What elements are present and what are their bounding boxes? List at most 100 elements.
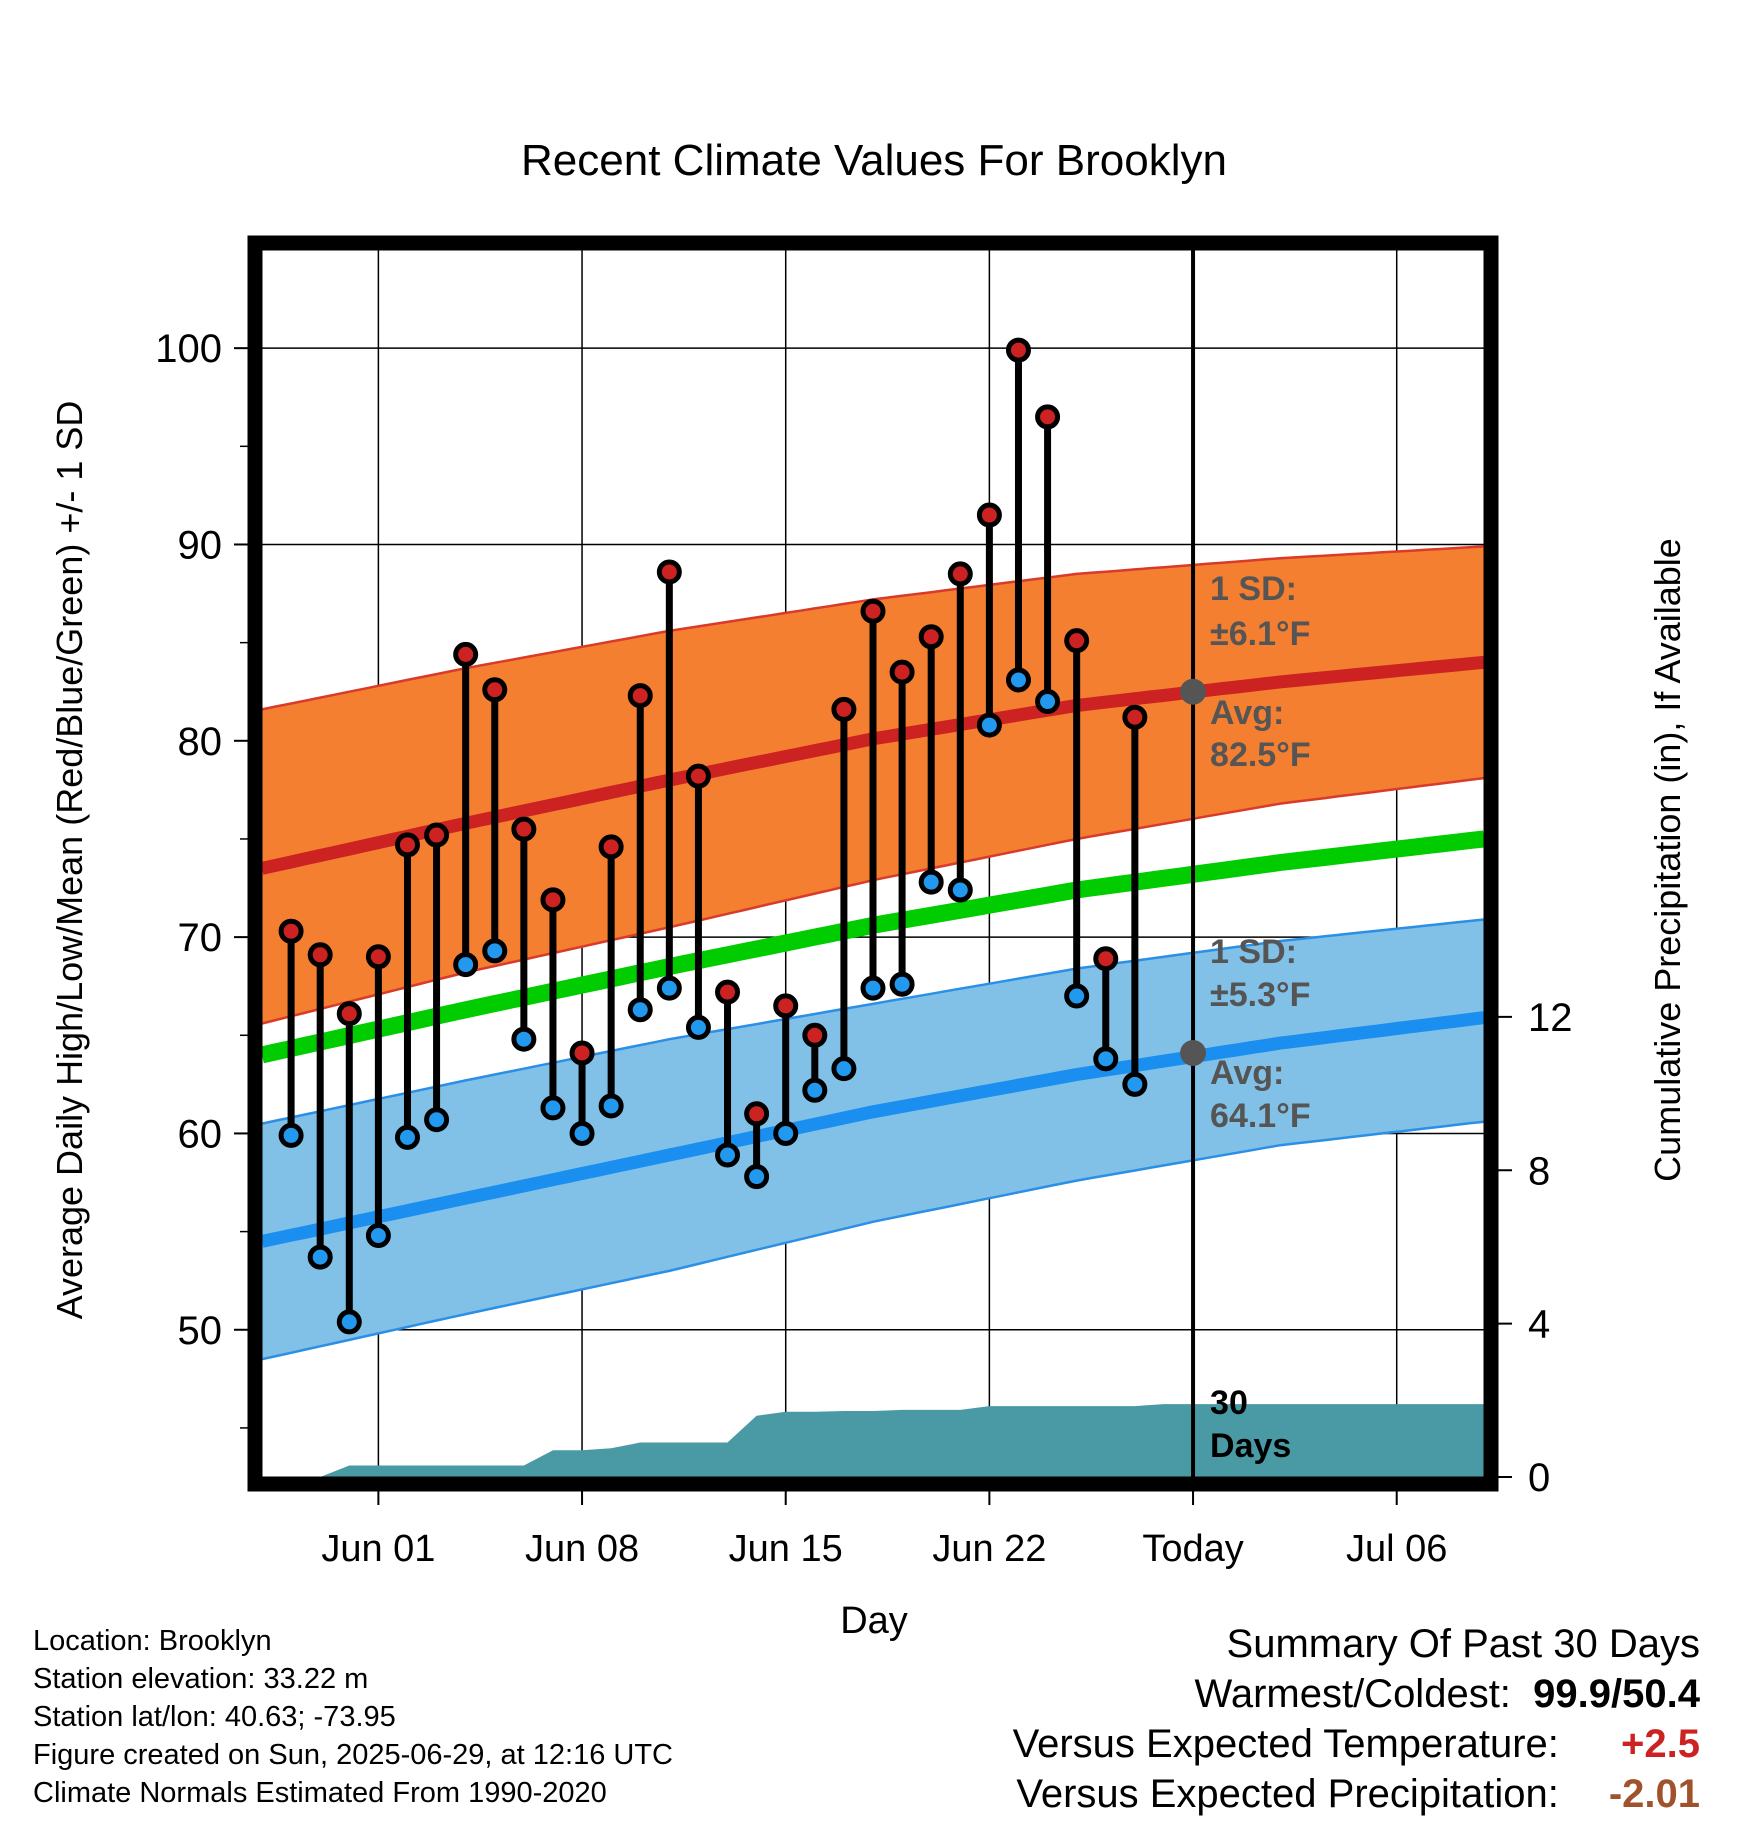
daily-high-point: [627, 683, 653, 709]
daily-low-point: [540, 1095, 566, 1121]
precip-value: -2.01: [1608, 1772, 1700, 1816]
low-sd-upper-line: [261, 918, 1485, 1125]
daily-high-point: [569, 1040, 595, 1066]
daily-low-point: [453, 952, 479, 978]
daily-low-point: [656, 975, 682, 1001]
daily-high-point: [947, 561, 973, 587]
daily-low-point: [336, 1309, 362, 1335]
high-average-annotation: Avg:: [1210, 694, 1284, 732]
daily-high-point: [918, 624, 944, 650]
daily-high-point: [976, 502, 1002, 528]
precipitation-area: [291, 1404, 1485, 1477]
low-sd-value-annotation: ±5.3°F: [1210, 976, 1310, 1014]
low-sd-annotation: 1 SD:: [1210, 933, 1297, 971]
today-low-average-marker: [1180, 1039, 1207, 1066]
daily-low-point: [715, 1142, 741, 1168]
daily-low-point: [1093, 1046, 1119, 1072]
daily-high-point: [685, 763, 711, 789]
daily-low-point: [744, 1164, 770, 1190]
created-text: Figure created on Sun, 2025-06-29, at 12…: [33, 1739, 673, 1771]
daily-low-point: [1005, 667, 1031, 693]
elevation-text: Station elevation: 33.22 m: [33, 1663, 369, 1695]
plot-area: 1 SD: ±6.1°F Avg: 82.5°F 1 SD: ±5.3°F Avg: 64.1…: [155, 235, 1573, 1570]
x-tick-label: Jun 22: [932, 1528, 1046, 1570]
low-average-annotation: Avg:: [1210, 1054, 1284, 1092]
daily-low-point: [307, 1244, 333, 1270]
station-info: Location: Brooklyn Station elevation: 33…: [33, 1622, 673, 1812]
x-tick-label: Jun 01: [321, 1528, 435, 1570]
daily-high-point: [860, 598, 886, 624]
y-tick-label: 70: [178, 916, 223, 960]
daily-low-point: [773, 1120, 799, 1146]
today-high-average-marker: [1180, 678, 1207, 705]
daily-low-point: [976, 712, 1002, 738]
right-y-tick-label: 4: [1528, 1303, 1550, 1347]
daily-high-point: [365, 944, 391, 970]
daily-low-point: [569, 1120, 595, 1146]
daily-high-point: [453, 641, 479, 667]
daily-high-point: [278, 918, 304, 944]
low-average-value-annotation: 64.1°F: [1210, 1097, 1311, 1135]
daily-low-point: [511, 1026, 537, 1052]
daily-low-point: [685, 1014, 711, 1040]
daily-high-point: [336, 1001, 362, 1027]
daily-high-point: [1093, 946, 1119, 972]
daily-low-point: [802, 1077, 828, 1103]
high-sd-annotation: 1 SD:: [1210, 570, 1297, 608]
summary-warm-cold: Warmest/Coldest: 99.9/50.4: [1195, 1672, 1700, 1717]
y-axis-label-right: Cumulative Precipitation (in), If Availa…: [1647, 538, 1688, 1182]
normals-text: Climate Normals Estimated From 1990-2020: [33, 1777, 607, 1809]
daily-high-point: [511, 816, 537, 842]
y-tick-label: 60: [178, 1112, 223, 1156]
daily-high-point: [394, 832, 420, 858]
daily-low-point: [1035, 689, 1061, 715]
daily-high-point: [1064, 628, 1090, 654]
warm-cold-separator: /: [1611, 1672, 1623, 1716]
daily-low-point: [947, 877, 973, 903]
summary-title: Summary Of Past 30 Days: [1226, 1622, 1700, 1666]
right-y-tick-label: 0: [1528, 1456, 1550, 1500]
daily-high-point: [656, 559, 682, 585]
daily-high-point: [1035, 404, 1061, 430]
days-label-annotation: Days: [1210, 1427, 1291, 1465]
warmest-value: 99.9: [1533, 1672, 1612, 1716]
daily-high-point: [424, 822, 450, 848]
y-tick-label: 90: [178, 523, 223, 567]
daily-low-point: [278, 1122, 304, 1148]
x-tick-label: Jun 15: [729, 1528, 843, 1570]
right-y-tick-label: 8: [1528, 1149, 1550, 1193]
daily-high-point: [889, 659, 915, 685]
daily-high-point: [1122, 704, 1148, 730]
daily-low-point: [482, 938, 508, 964]
x-tick-label: Today: [1142, 1528, 1243, 1570]
high-average-value-annotation: 82.5°F: [1210, 736, 1311, 774]
daily-high-point: [540, 887, 566, 913]
daily-low-point: [424, 1107, 450, 1133]
low-average-line: [260, 1011, 1485, 1248]
low-sd-lower-line: [261, 1120, 1485, 1361]
days-count-annotation: 30: [1210, 1384, 1248, 1422]
daily-high-point: [744, 1101, 770, 1127]
daily-low-point: [860, 975, 886, 1001]
warm-cold-label: Warmest/Coldest:: [1194, 1672, 1511, 1716]
daily-low-point: [598, 1093, 624, 1119]
daily-low-point: [1064, 983, 1090, 1009]
summary-temp: Versus Expected Temperature: +2.5: [1013, 1722, 1700, 1767]
daily-high-point: [802, 1022, 828, 1048]
latlon-text: Station lat/lon: 40.63; -73.95: [33, 1701, 396, 1733]
daily-high-point: [715, 979, 741, 1005]
y-axis-label: Average Daily High/Low/Mean (Red/Blue/Gr…: [49, 401, 90, 1320]
low-sd-band: [262, 919, 1484, 1360]
plot-frame: [247, 235, 1499, 1492]
daily-high-point: [598, 834, 624, 860]
daily-low-point: [1122, 1071, 1148, 1097]
daily-low-point: [889, 971, 915, 997]
temp-value: +2.5: [1621, 1722, 1700, 1766]
precip-label: Versus Expected Precipitation:: [1016, 1772, 1559, 1816]
daily-high-point: [773, 993, 799, 1019]
daily-high-point: [1005, 337, 1031, 363]
y-tick-label: 100: [155, 327, 222, 371]
y-tick-label: 80: [178, 720, 223, 764]
x-tick-label: Jul 06: [1346, 1528, 1447, 1570]
